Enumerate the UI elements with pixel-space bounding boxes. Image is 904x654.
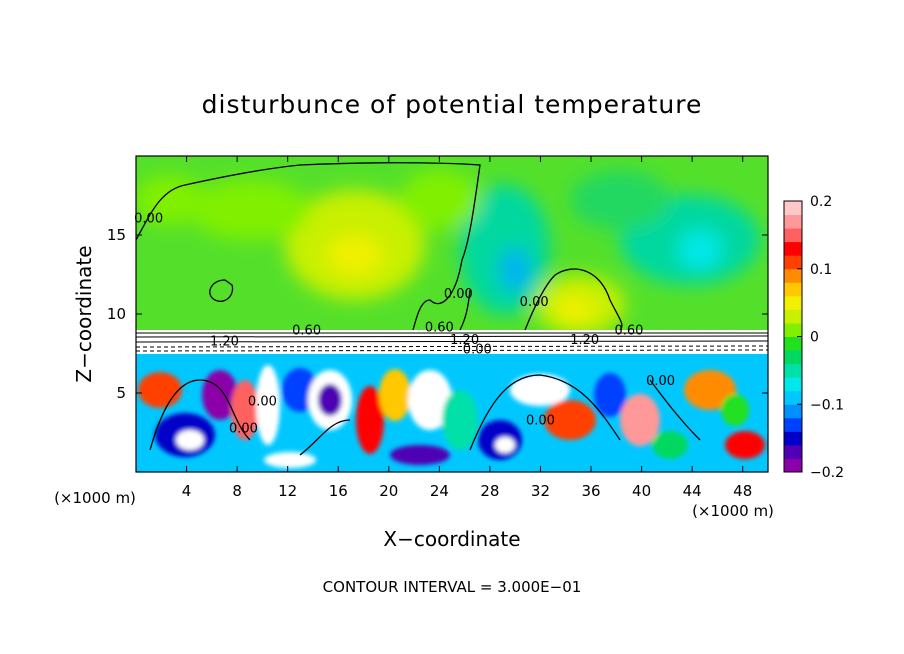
colorbar-swatch: [784, 377, 802, 392]
colorbar-swatch: [784, 228, 802, 243]
contour-label: 0.60: [425, 320, 454, 335]
colorbar-swatch: [784, 431, 802, 446]
x-tick-label: 40: [632, 482, 651, 500]
colorbar-ticks: 0.2 0.1 0 −0.1 −0.2: [797, 194, 844, 481]
colorbar: [783, 200, 803, 473]
x-tick-label: 16: [329, 482, 348, 500]
contour-label: 0.00: [646, 374, 675, 389]
y-axis-title: Z−coordinate: [72, 245, 96, 382]
colorbar-swatch: [784, 309, 802, 324]
x-tick-label: 32: [531, 482, 550, 500]
x-tick-label: 28: [480, 482, 499, 500]
x-tick-label: 20: [379, 482, 398, 500]
heatmap-field: [136, 156, 768, 472]
colorbar-tick-label: 0.1: [810, 262, 832, 278]
chart-title: disturbunce of potential temperature: [202, 90, 703, 119]
colorbar-swatch: [784, 255, 802, 270]
contour-label: 1.20: [450, 333, 479, 348]
colorbar-swatch: [784, 390, 802, 405]
colorbar-swatch: [784, 282, 802, 297]
colorbar-tick-label: −0.2: [810, 465, 844, 481]
contour-label: 0.00: [520, 295, 549, 310]
x-unit-label-right: (×1000 m): [692, 502, 774, 520]
contour-label: 1.20: [570, 333, 599, 348]
x-tick-label: 36: [581, 482, 600, 500]
colorbar-swatch: [784, 363, 802, 378]
contour-label: 0.00: [444, 287, 473, 302]
contour-label: 0.60: [614, 324, 643, 339]
x-tick-label: 8: [232, 482, 242, 500]
y-tick-label: 15: [107, 226, 126, 244]
contour-label: 0.00: [134, 211, 163, 226]
colorbar-swatch: [784, 201, 802, 216]
colorbar-swatch: [784, 295, 802, 310]
colorbar-swatch: [784, 417, 802, 432]
colorbar-tick-label: −0.1: [810, 397, 844, 413]
colorbar-swatch: [784, 350, 802, 365]
colorbar-swatch: [784, 214, 802, 229]
colorbar-swatch: [784, 458, 802, 473]
x-axis-ticks: 4 8 12 16 20 24 28 32 36 40 44 48: [182, 156, 752, 500]
colorbar-tick-label: 0.2: [810, 194, 832, 210]
contour-label: 0.00: [248, 395, 277, 410]
colorbar-swatch: [784, 404, 802, 419]
x-unit-label-left: (×1000 m): [54, 489, 136, 507]
x-tick-label: 44: [683, 482, 702, 500]
colorbar-swatch: [784, 322, 802, 337]
colorbar-swatch: [784, 336, 802, 351]
x-tick-label: 24: [430, 482, 449, 500]
contour-label: 0.00: [463, 343, 492, 358]
x-tick-label: 12: [278, 482, 297, 500]
y-tick-label: 10: [107, 305, 126, 323]
colorbar-tick-label: 0: [810, 330, 819, 346]
contour-interval-footer: CONTOUR INTERVAL = 3.000E−01: [323, 578, 582, 596]
colorbar-swatch: [784, 268, 802, 283]
contour-label: 0.60: [292, 324, 321, 339]
contour-label: 1.20: [210, 335, 239, 350]
contour-label: 0.00: [229, 422, 258, 437]
colorbar-swatch: [784, 444, 802, 459]
x-axis-title: X−coordinate: [383, 527, 520, 551]
contour-label: 0.00: [526, 414, 555, 429]
colorbar-swatch: [784, 241, 802, 256]
y-axis-ticks: 5 10 15: [107, 226, 768, 402]
x-tick-label: 48: [733, 482, 752, 500]
x-tick-label: 4: [182, 482, 192, 500]
contour-labels: 0.000.601.200.600.000.001.200.001.200.60…: [134, 211, 675, 436]
y-tick-label: 5: [116, 384, 126, 402]
